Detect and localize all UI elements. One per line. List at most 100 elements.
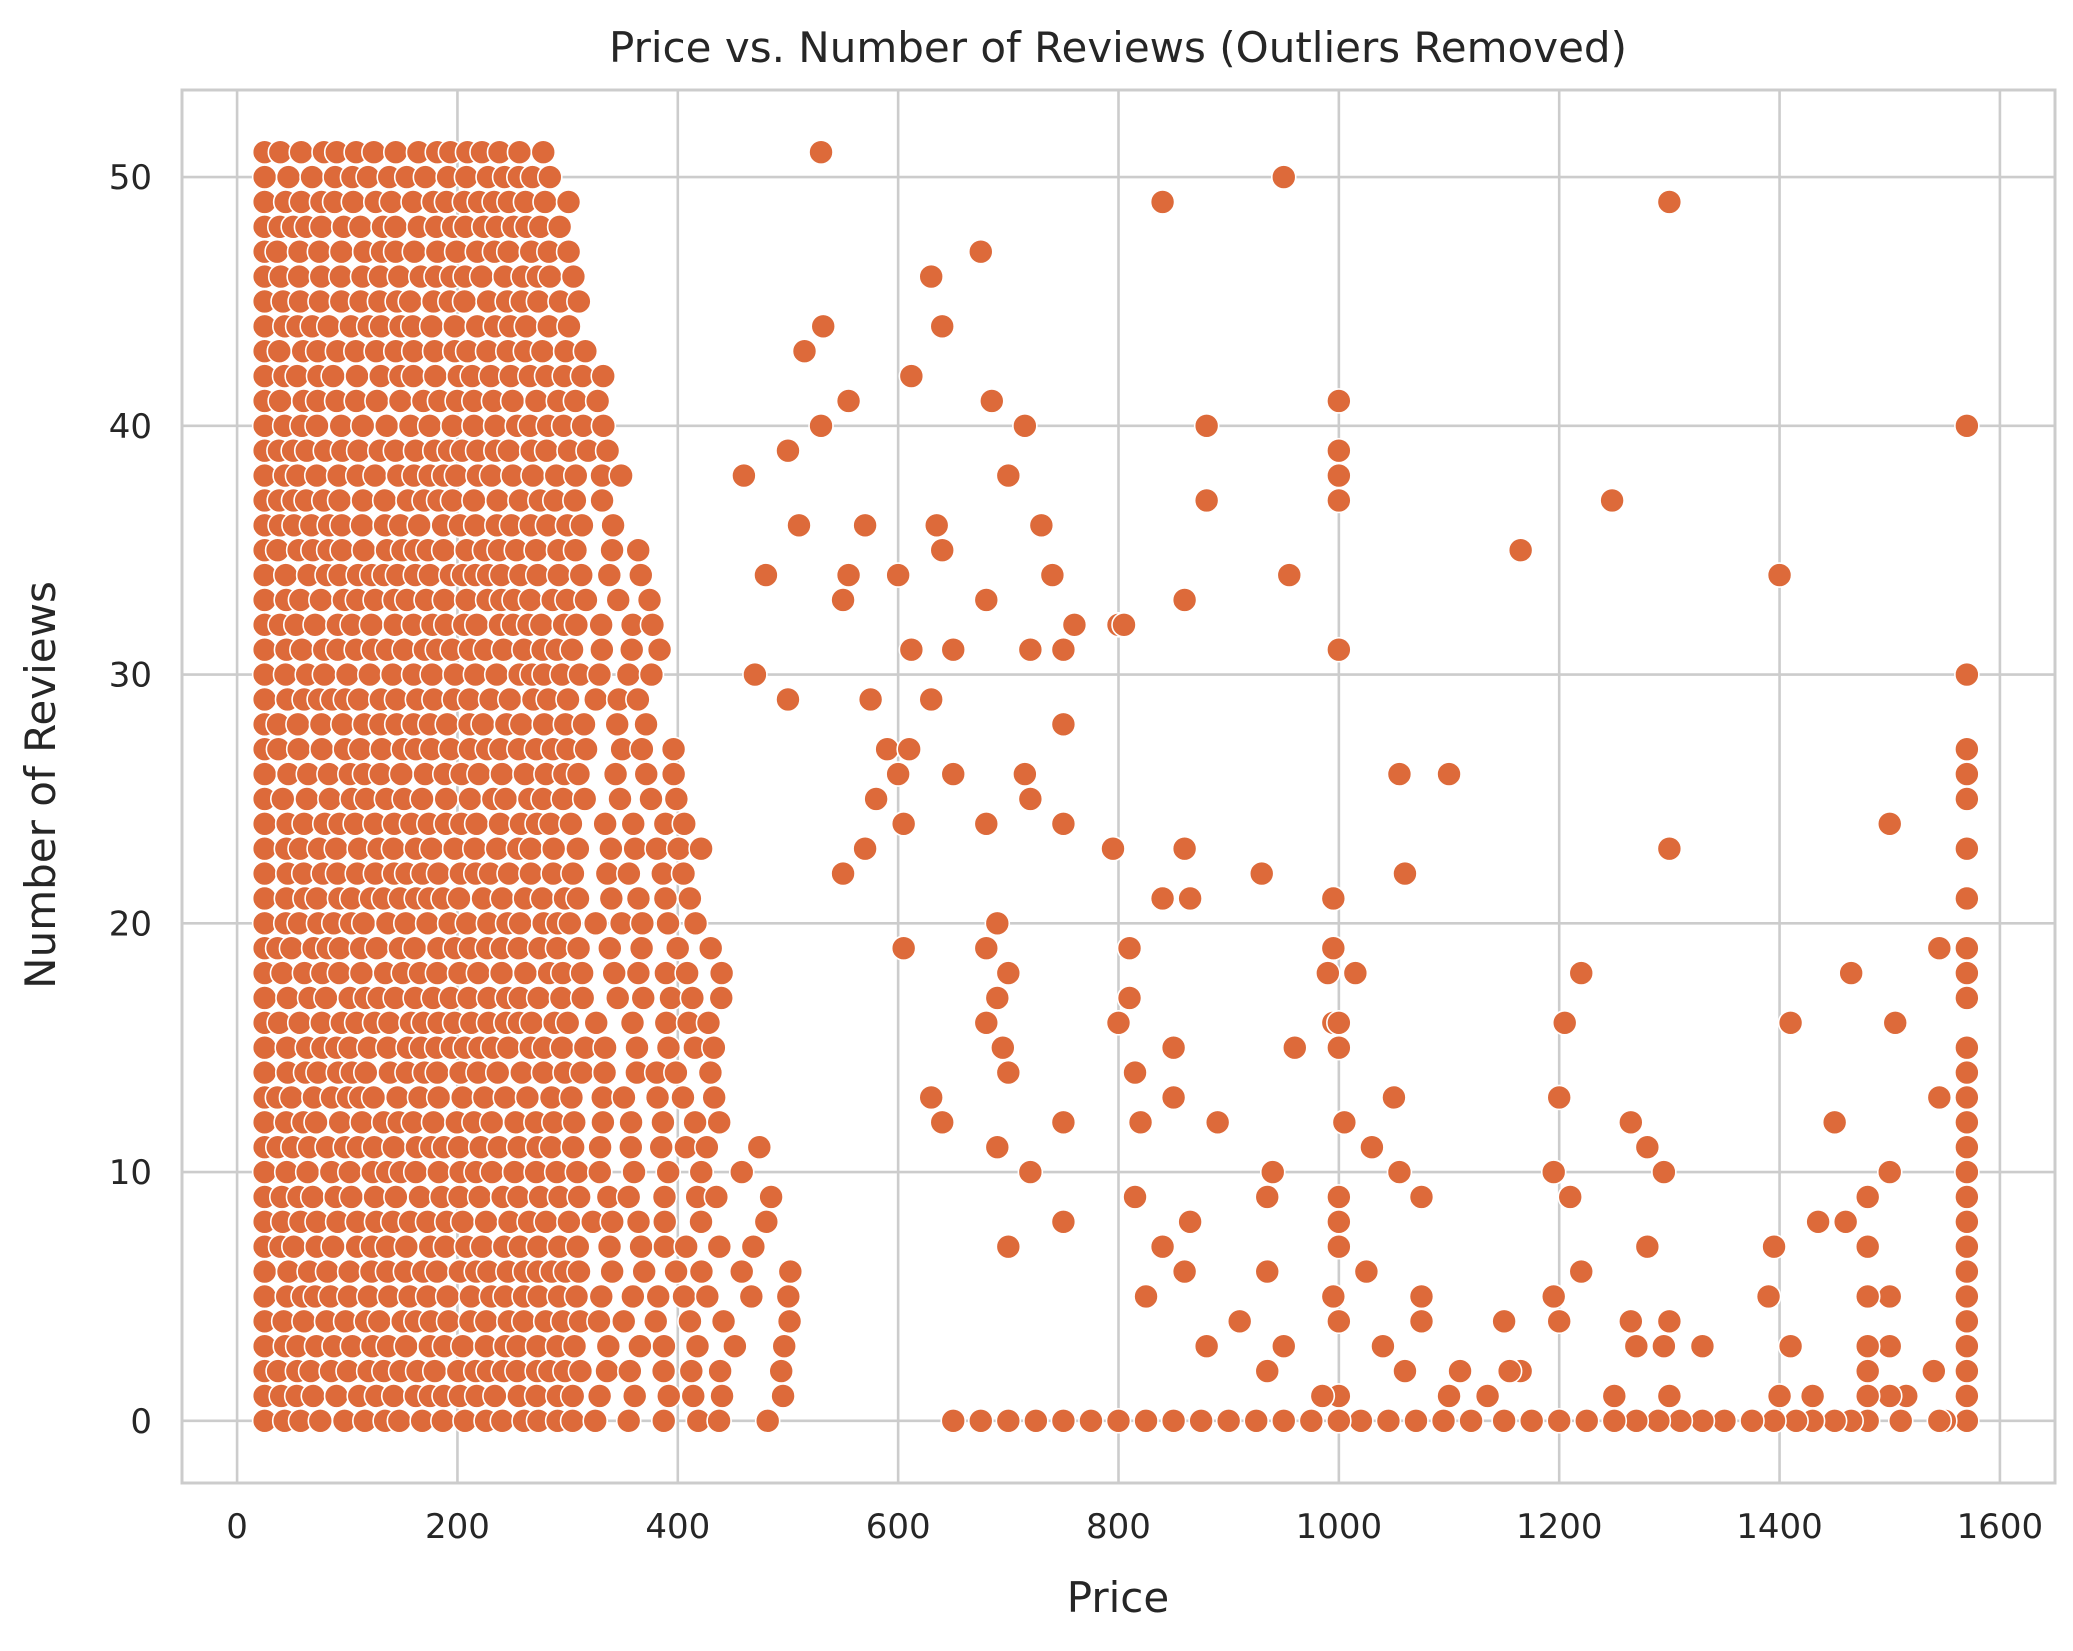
data-point [607,786,633,812]
data-point [885,761,911,787]
data-point [435,1308,462,1335]
y-tick-label: 40 [109,407,152,447]
data-point [315,313,342,340]
data-point [1050,1408,1077,1434]
data-point [529,338,556,364]
data-point [450,1333,476,1359]
data-point [598,835,624,862]
data-point [890,811,917,837]
data-point [1270,1333,1297,1359]
data-point [569,512,595,539]
data-point [708,985,735,1011]
data-point [808,139,834,165]
data-point [621,1159,647,1185]
data-point [424,1059,451,1086]
data-point [1160,1084,1187,1111]
data-point [740,1233,767,1260]
data-point [591,1059,618,1086]
data-point [1149,885,1176,912]
data-point [1188,1408,1214,1434]
data-point [940,761,967,787]
data-point [457,786,483,812]
data-point [648,1134,675,1160]
data-point [402,1159,429,1185]
data-point [596,562,623,588]
data-point [508,1059,535,1086]
data-point [835,562,862,588]
data-point [990,1034,1016,1061]
data-point [639,612,666,638]
data-point [601,960,627,986]
data-point [538,1134,565,1160]
data-point [1408,1308,1435,1335]
data-point [347,736,374,762]
data-point [251,985,278,1011]
data-point [357,661,383,688]
data-point [380,1383,407,1409]
data-point [1320,1283,1347,1310]
data-point [929,313,956,340]
data-point [619,1010,646,1036]
data-point [349,413,376,439]
data-point [1326,1308,1352,1335]
x-axis-label: Price [1067,1573,1169,1622]
data-point [497,686,523,713]
data-point [650,1408,677,1434]
data-point [728,1159,755,1185]
data-point [645,1283,672,1310]
data-point [434,1283,461,1310]
data-point [272,562,299,588]
data-point [615,661,642,688]
data-point [548,985,575,1011]
data-point [973,811,1000,837]
data-point [1954,835,1980,862]
data-point [378,189,405,215]
data-point [525,985,552,1011]
data-point [518,860,544,887]
data-point [562,537,589,563]
data-point [449,1209,476,1235]
data-point [1766,1383,1793,1409]
data-point [569,985,596,1011]
data-point [777,1258,804,1285]
data-point [624,1034,650,1061]
data-point [1254,1258,1281,1285]
data-point [1876,1283,1903,1310]
data-point [1133,1408,1159,1434]
data-point [546,214,573,240]
data-point [1023,1408,1049,1434]
data-point [1348,1408,1374,1434]
data-point [682,910,709,937]
data-point [660,736,687,762]
data-point [1573,1408,1600,1434]
data-point [1926,1408,1953,1434]
data-point [754,1408,781,1434]
data-point [1017,786,1044,812]
data-point [1777,1333,1804,1359]
data-point [1298,1408,1325,1434]
data-point [518,1010,545,1036]
data-point [1954,1283,1980,1310]
data-point [1761,1408,1787,1434]
data-point [703,1184,730,1210]
data-point [496,437,522,464]
data-point [1392,1358,1418,1384]
data-point [679,985,706,1011]
data-point [1954,1383,1980,1409]
data-point [560,860,586,887]
data-point [1854,1184,1881,1210]
data-point [466,1184,493,1210]
data-point [1568,960,1595,986]
data-point [1326,388,1352,414]
data-point [967,238,994,265]
data-point [421,1358,448,1384]
data-point [304,885,330,912]
data-point [1926,1084,1953,1111]
data-point [1105,1408,1132,1434]
data-point [1193,1333,1220,1359]
data-point [383,1184,409,1210]
data-point [510,1308,537,1335]
data-point [338,1184,365,1210]
data-point [625,1209,652,1235]
